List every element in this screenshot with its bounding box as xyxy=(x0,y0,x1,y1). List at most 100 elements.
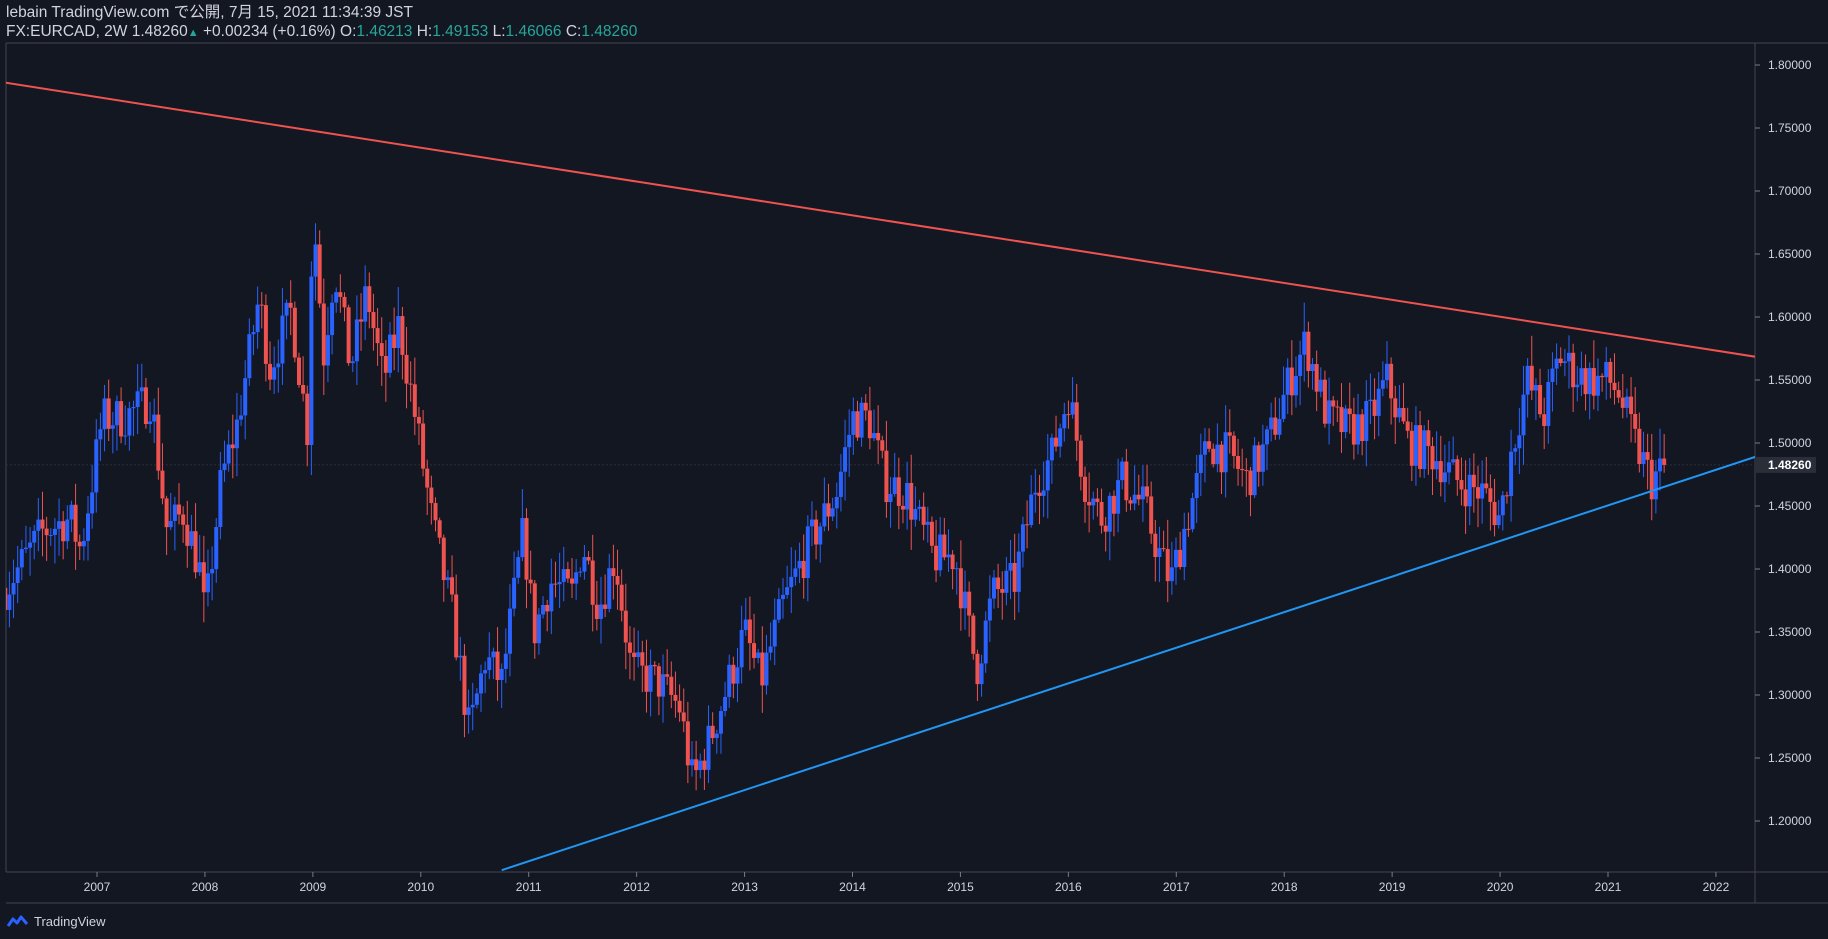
candle-body-48 xyxy=(201,562,206,593)
candle-body-60 xyxy=(251,332,256,335)
candle-body-111 xyxy=(462,655,467,715)
candle-body-324 xyxy=(1343,408,1348,433)
candle-body-185 xyxy=(768,646,773,653)
candle-body-322 xyxy=(1335,406,1340,408)
trendlines-group[interactable] xyxy=(0,80,1759,872)
time-tick-label: 2016 xyxy=(1055,880,1082,894)
candle-body-251 xyxy=(1041,490,1046,496)
candle-body-273 xyxy=(1132,494,1137,504)
candle-body-213 xyxy=(884,450,889,503)
candle-body-312 xyxy=(1293,375,1298,396)
candle-body-87 xyxy=(363,286,368,322)
candle-body-351 xyxy=(1455,459,1460,481)
candle-body-21 xyxy=(90,492,95,514)
candle-body-92 xyxy=(383,356,388,373)
candle-body-126 xyxy=(524,518,529,580)
candle-body-258 xyxy=(1070,402,1075,415)
trendline-support[interactable] xyxy=(501,455,1759,872)
candle-body-277 xyxy=(1149,496,1154,534)
candle-body-4 xyxy=(19,549,24,568)
candle-body-107 xyxy=(445,577,450,581)
candle-body-157 xyxy=(652,664,657,667)
candle-body-254 xyxy=(1054,437,1059,447)
candle-body-133 xyxy=(553,583,558,585)
candle-body-188 xyxy=(780,594,785,600)
candle-body-356 xyxy=(1475,487,1480,499)
candle-body-198 xyxy=(822,503,827,527)
candle-body-268 xyxy=(1111,495,1116,514)
time-tick-label: 2007 xyxy=(84,880,111,894)
candle-body-186 xyxy=(772,619,777,647)
candle-body-85 xyxy=(354,319,359,362)
candle-body-366 xyxy=(1517,435,1522,449)
candle-body-51 xyxy=(214,527,219,570)
candle-body-211 xyxy=(876,433,881,441)
candle-body-171 xyxy=(710,725,715,739)
candle-body-285 xyxy=(1182,528,1187,568)
candle-body-71 xyxy=(296,357,301,385)
candle-body-89 xyxy=(371,312,376,329)
candle-body-352 xyxy=(1459,480,1464,490)
candle-body-344 xyxy=(1426,430,1431,447)
candle-body-28 xyxy=(119,401,124,437)
candle-body-247 xyxy=(1025,524,1030,526)
time-tick-label: 2013 xyxy=(731,880,758,894)
candle-body-34 xyxy=(143,387,148,425)
candle-body-22 xyxy=(94,439,99,493)
candle-body-54 xyxy=(226,444,231,464)
candle-body-318 xyxy=(1318,379,1323,392)
candle-body-82 xyxy=(342,296,347,308)
time-axis[interactable]: 2007 2008 2009 2010 2011 2012 2013 2014 2015 2016… xyxy=(84,872,1730,894)
candle-body-286 xyxy=(1186,528,1191,530)
candle-body-348 xyxy=(1442,472,1447,483)
candle-body-300 xyxy=(1244,470,1249,472)
candle-body-65 xyxy=(272,367,277,380)
candle-body-49 xyxy=(205,573,210,593)
candle-body-217 xyxy=(900,505,905,510)
candle-body-334 xyxy=(1384,363,1389,381)
candle-body-311 xyxy=(1289,367,1294,396)
candle-body-136 xyxy=(565,569,570,579)
time-tick-label: 2018 xyxy=(1271,880,1298,894)
time-tick-label: 2014 xyxy=(839,880,866,894)
time-tick-label: 2010 xyxy=(407,880,434,894)
candle-body-168 xyxy=(698,760,703,771)
ohlc-line: FX:EURCAD, 2W 1.48260▲ +0.00234 (+0.16%)… xyxy=(6,22,637,41)
candle-body-195 xyxy=(809,519,814,527)
candle-body-255 xyxy=(1058,428,1063,447)
time-tick-label: 2021 xyxy=(1595,880,1622,894)
candle-body-380 xyxy=(1575,384,1580,388)
candle-body-84 xyxy=(350,361,355,364)
candle-body-272 xyxy=(1128,500,1133,504)
candle-body-359 xyxy=(1488,488,1493,502)
candle-body-91 xyxy=(379,343,384,357)
price-tick-label: 1.35000 xyxy=(1768,625,1812,639)
time-tick-label: 2017 xyxy=(1163,880,1190,894)
candle-body-325 xyxy=(1347,408,1352,415)
candle-body-20 xyxy=(85,513,90,541)
candle-body-287 xyxy=(1190,498,1195,530)
candle-body-99 xyxy=(412,384,417,417)
candle-body-23 xyxy=(98,429,103,440)
candle-body-232 xyxy=(963,591,968,609)
candle-body-237 xyxy=(983,620,988,664)
candle-body-229 xyxy=(950,554,955,570)
candle-body-17 xyxy=(73,504,78,542)
candle-body-143 xyxy=(594,604,599,619)
candle-body-80 xyxy=(334,292,339,303)
price-axis[interactable]: 1.80000 1.75000 1.70000 1.65000 1.60000 1.550… xyxy=(1755,58,1816,828)
candle-body-369 xyxy=(1529,365,1534,391)
candle-body-326 xyxy=(1351,414,1356,445)
candle-body-355 xyxy=(1471,474,1476,488)
candle-body-205 xyxy=(851,411,856,435)
candle-body-93 xyxy=(387,334,392,373)
candle-body-58 xyxy=(243,378,248,416)
candle-body-296 xyxy=(1227,432,1232,436)
candle-body-138 xyxy=(574,572,579,584)
trendline-resistance[interactable] xyxy=(0,80,1759,358)
candle-body-119 xyxy=(495,651,500,681)
candle-body-154 xyxy=(640,652,645,666)
candle-body-292 xyxy=(1211,448,1216,465)
candle-body-372 xyxy=(1542,414,1547,426)
